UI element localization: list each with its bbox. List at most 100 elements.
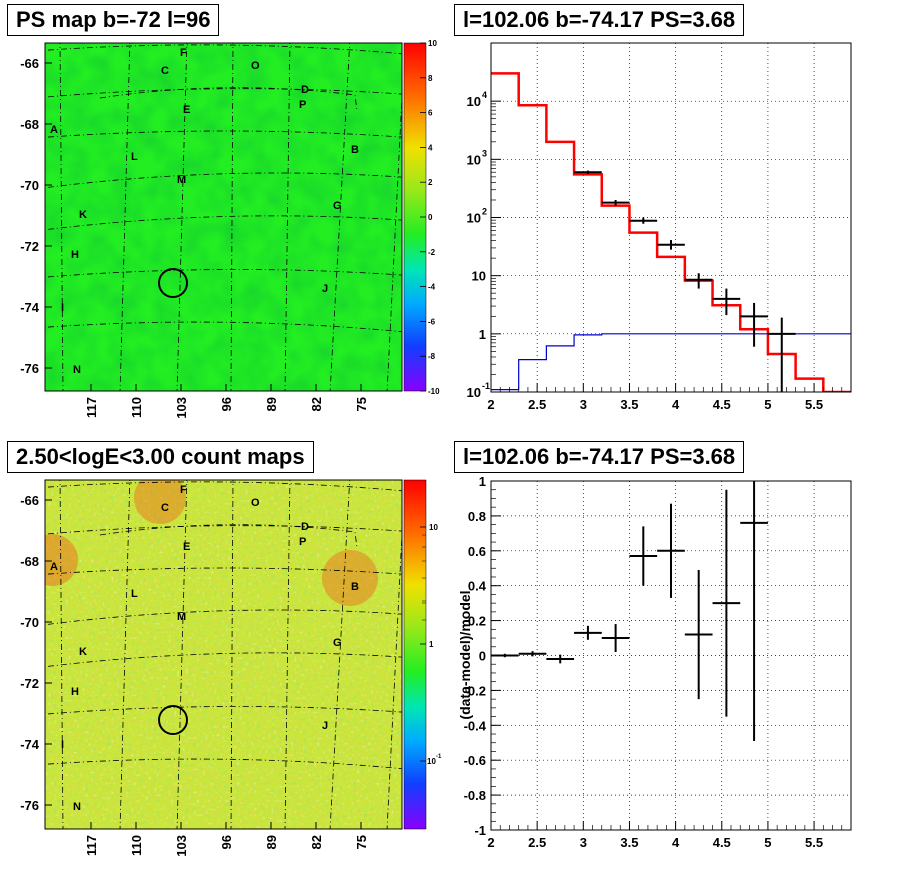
source-label-j: J	[322, 720, 328, 732]
colorbar-label: 2	[428, 178, 433, 187]
source-label-n: N	[73, 364, 81, 376]
ps-map-source-circle	[158, 268, 188, 298]
latitude-line	[45, 172, 402, 189]
spectrum-x-tick-label: 2	[487, 397, 494, 412]
spectrum-series	[491, 72, 851, 392]
source-label-e: E	[183, 104, 190, 116]
source-label-m: M	[177, 174, 186, 186]
spectrum-x-tick-label: 5	[764, 397, 771, 412]
x-tick-label: 103	[174, 835, 189, 857]
colorbar-label: -8	[428, 352, 436, 361]
spectrum-x-tick-label: 3.5	[620, 397, 638, 412]
source-label-p: P	[299, 536, 306, 548]
latitude-line	[45, 567, 402, 575]
x-tick-label: 110	[129, 397, 144, 418]
spectrum-y-tick-label: 10	[467, 152, 481, 167]
source-label-f: F	[180, 484, 187, 496]
source-label-h: H	[71, 686, 79, 698]
residual-panel: 2 2.5 3 3.5 4 4.5 5 5.5 -1 -0.8 -0.6 -0.4 -0.2 0 0.2 0.…	[457, 474, 852, 850]
residual-y-tick-label: -0.4	[464, 718, 487, 733]
spectrum-y-tick-exponent: 2	[482, 207, 487, 217]
y-tick-label: -66	[20, 493, 39, 508]
x-tick-label: 117	[84, 397, 99, 418]
count-map-source-labels: F O C DP E A B L M G K H J I N	[50, 484, 359, 813]
residual-y-axis-label: (data-model)/model	[457, 590, 473, 719]
latitude-line	[45, 269, 402, 278]
y-tick-label: -76	[20, 361, 39, 376]
colorbar-label: 10	[427, 757, 436, 766]
spectrum-y-tick-exponent: 4	[482, 90, 487, 100]
spectrum-y-tick-exponent: -1	[482, 381, 490, 391]
residual-y-tick-label: 1	[479, 474, 486, 489]
spectrum-y-tick-label: 10	[467, 385, 481, 400]
source-label-e: E	[183, 541, 190, 553]
source-label-d: D	[301, 521, 309, 533]
colorbar-label: 10	[428, 39, 437, 48]
count-map-white-noise	[45, 480, 402, 829]
spectrum-model-line	[491, 72, 851, 392]
count-map-title: 2.50<logE<3.00 count maps	[7, 441, 314, 473]
colorbar-label: -6	[428, 317, 436, 326]
residual-x-tick-label: 3	[580, 835, 587, 850]
count-map-coordinate-grid	[45, 480, 402, 829]
source-label-a: A	[50, 124, 58, 136]
y-tick-label: -76	[20, 798, 39, 813]
source-label-m: M	[177, 611, 186, 623]
residual-x-tick-label: 3.5	[620, 835, 638, 850]
longitude-line	[176, 480, 188, 829]
source-label-k: K	[79, 646, 87, 658]
residual-y-tick-label: 0.8	[468, 509, 486, 524]
source-label-i: I	[61, 739, 64, 751]
residual-y-tick-label: -0.8	[464, 788, 486, 803]
latitude-line	[45, 321, 402, 333]
residual-x-tick-label: 5	[764, 835, 771, 850]
latitude-line	[45, 215, 402, 231]
y-tick-label: -68	[20, 554, 39, 569]
spectrum-y-tick-label: 1	[479, 327, 486, 342]
colorbar-label: 1	[429, 640, 434, 649]
residual-y-tick-label: 0.4	[468, 579, 487, 594]
y-tick-label: -70	[20, 615, 39, 630]
source-label-l: L	[131, 151, 138, 163]
spectrum-x-tick-label: 4	[672, 397, 680, 412]
ps-map-source-labels: F O C DP E A B L M G K H J I N	[50, 47, 359, 376]
x-tick-label: 89	[264, 835, 279, 849]
source-label-i: I	[61, 302, 64, 314]
residual-x-tick-label: 2.5	[528, 835, 546, 850]
source-label-h: H	[71, 249, 79, 261]
spectrum-x-tick-label: 4.5	[713, 397, 731, 412]
spectrum-y-tick-label: 10	[467, 94, 481, 109]
spectrum-y-tick-exponent: 3	[482, 148, 487, 158]
x-tick-label: 75	[354, 835, 369, 849]
source-label-a: A	[50, 561, 58, 573]
source-label-c: C	[161, 65, 169, 77]
latitude-line	[45, 525, 402, 535]
count-map-source-circle	[158, 705, 188, 735]
hotspot-a	[45, 534, 78, 586]
residual-y-tick-label: -0.6	[464, 753, 486, 768]
hotspot-c	[134, 480, 186, 524]
longitude-line	[119, 43, 131, 391]
source-label-b: B	[351, 144, 359, 156]
x-tick-label: 96	[219, 835, 234, 849]
residual-y-tick-label: -0.2	[464, 683, 486, 698]
source-label-k: K	[79, 209, 87, 221]
colorbar-label: 6	[428, 109, 433, 118]
longitude-line	[230, 480, 234, 829]
hotspot-b	[322, 550, 378, 606]
latitude-line	[45, 44, 402, 55]
y-tick-label: -72	[20, 676, 39, 691]
residual-x-tick-label: 4	[672, 835, 680, 850]
colorbar-label: 4	[428, 143, 433, 152]
spectrum-y-tick-label: 10	[472, 269, 486, 284]
x-tick-label: 103	[174, 397, 189, 419]
x-tick-label: 96	[219, 397, 234, 411]
spectrum-y-tick-label: 10	[467, 211, 481, 226]
latitude-line	[45, 758, 402, 770]
x-tick-label: 82	[309, 397, 324, 411]
longitude-line	[176, 43, 188, 391]
colorbar-label: -4	[428, 283, 436, 292]
x-tick-label: 117	[84, 835, 99, 856]
